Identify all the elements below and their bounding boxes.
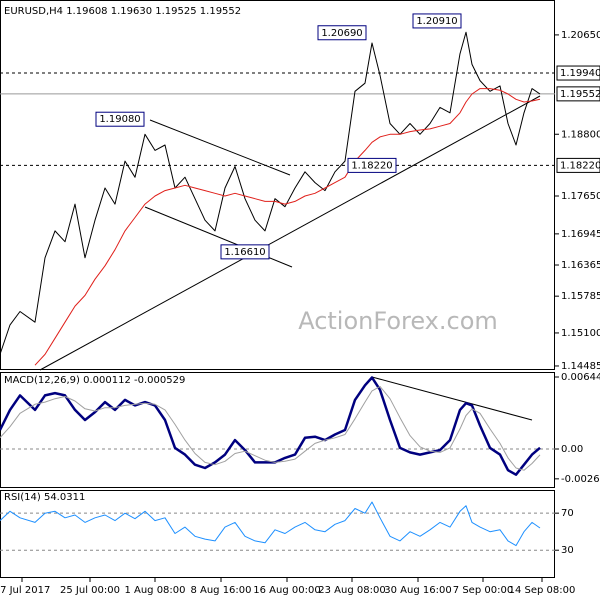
annotation-label: 1.18220 bbox=[351, 160, 392, 171]
rsi-title: RSI(14) 54.0311 bbox=[4, 492, 85, 503]
series-line bbox=[0, 376, 541, 476]
trend-line bbox=[39, 95, 541, 371]
watermark: ActionForex.com bbox=[298, 307, 498, 335]
series-line bbox=[34, 88, 541, 366]
y-tick-label: 1.15100 bbox=[561, 328, 600, 339]
y-tick-label: 1.14485 bbox=[561, 361, 600, 372]
x-tick-label: 7 Sep 00:00 bbox=[453, 585, 513, 596]
x-tick-label: 8 Aug 16:00 bbox=[190, 585, 251, 596]
annotation-label: 1.16610 bbox=[224, 247, 265, 258]
series-line bbox=[0, 501, 541, 547]
macd-trend-line bbox=[371, 376, 533, 421]
level-label: 1.19940 bbox=[560, 68, 600, 79]
y-tick-label: 1.20650 bbox=[561, 30, 600, 41]
annotation-box bbox=[412, 13, 462, 29]
macd-title: MACD(12,26,9) 0.000112 -0.000529 bbox=[4, 375, 185, 386]
annotation-box bbox=[95, 111, 145, 127]
series-line bbox=[0, 31, 541, 355]
annotation-box bbox=[347, 157, 397, 173]
level-box bbox=[556, 157, 600, 173]
rsi-panel bbox=[0, 490, 555, 578]
level-label: 1.18220 bbox=[560, 160, 600, 171]
y-tick-label: 70 bbox=[561, 508, 574, 519]
x-tick-label: 30 Aug 16:00 bbox=[384, 585, 451, 596]
last-price-label: 1.19552 bbox=[560, 89, 600, 100]
y-tick-label: 0.00 bbox=[561, 444, 583, 455]
x-tick-label: 14 Sep 08:00 bbox=[509, 585, 576, 596]
annotation-label: 1.19080 bbox=[99, 114, 140, 125]
price-panel bbox=[0, 0, 555, 370]
annotation-label: 1.20910 bbox=[416, 16, 457, 27]
y-tick-label: 1.18800 bbox=[561, 129, 600, 140]
annotation-box bbox=[220, 244, 270, 260]
y-tick-label: 30 bbox=[561, 545, 574, 556]
series-line bbox=[0, 385, 541, 471]
y-tick-label: 0.006445 bbox=[561, 372, 600, 383]
x-tick-label: 23 Aug 08:00 bbox=[318, 585, 385, 596]
macd-panel bbox=[0, 372, 555, 488]
x-tick-label: 17 Jul 2017 bbox=[0, 585, 50, 596]
x-tick-label: 16 Aug 00:00 bbox=[253, 585, 320, 596]
y-tick-label: 1.15785 bbox=[561, 291, 600, 302]
y-tick-label: 1.16945 bbox=[561, 229, 600, 240]
x-tick-label: 25 Jul 00:00 bbox=[60, 585, 120, 596]
annotation-label: 1.20690 bbox=[321, 28, 362, 39]
channel-line bbox=[149, 119, 291, 176]
level-box bbox=[556, 65, 600, 81]
y-tick-label: 1.17650 bbox=[561, 191, 600, 202]
x-tick-label: 1 Aug 08:00 bbox=[124, 585, 185, 596]
annotation-box bbox=[317, 25, 367, 41]
last-price-box bbox=[556, 86, 600, 102]
y-tick-label: 1.16365 bbox=[561, 260, 600, 271]
price-title: EURUSD,H4 1.19608 1.19630 1.19525 1.1955… bbox=[4, 6, 241, 17]
